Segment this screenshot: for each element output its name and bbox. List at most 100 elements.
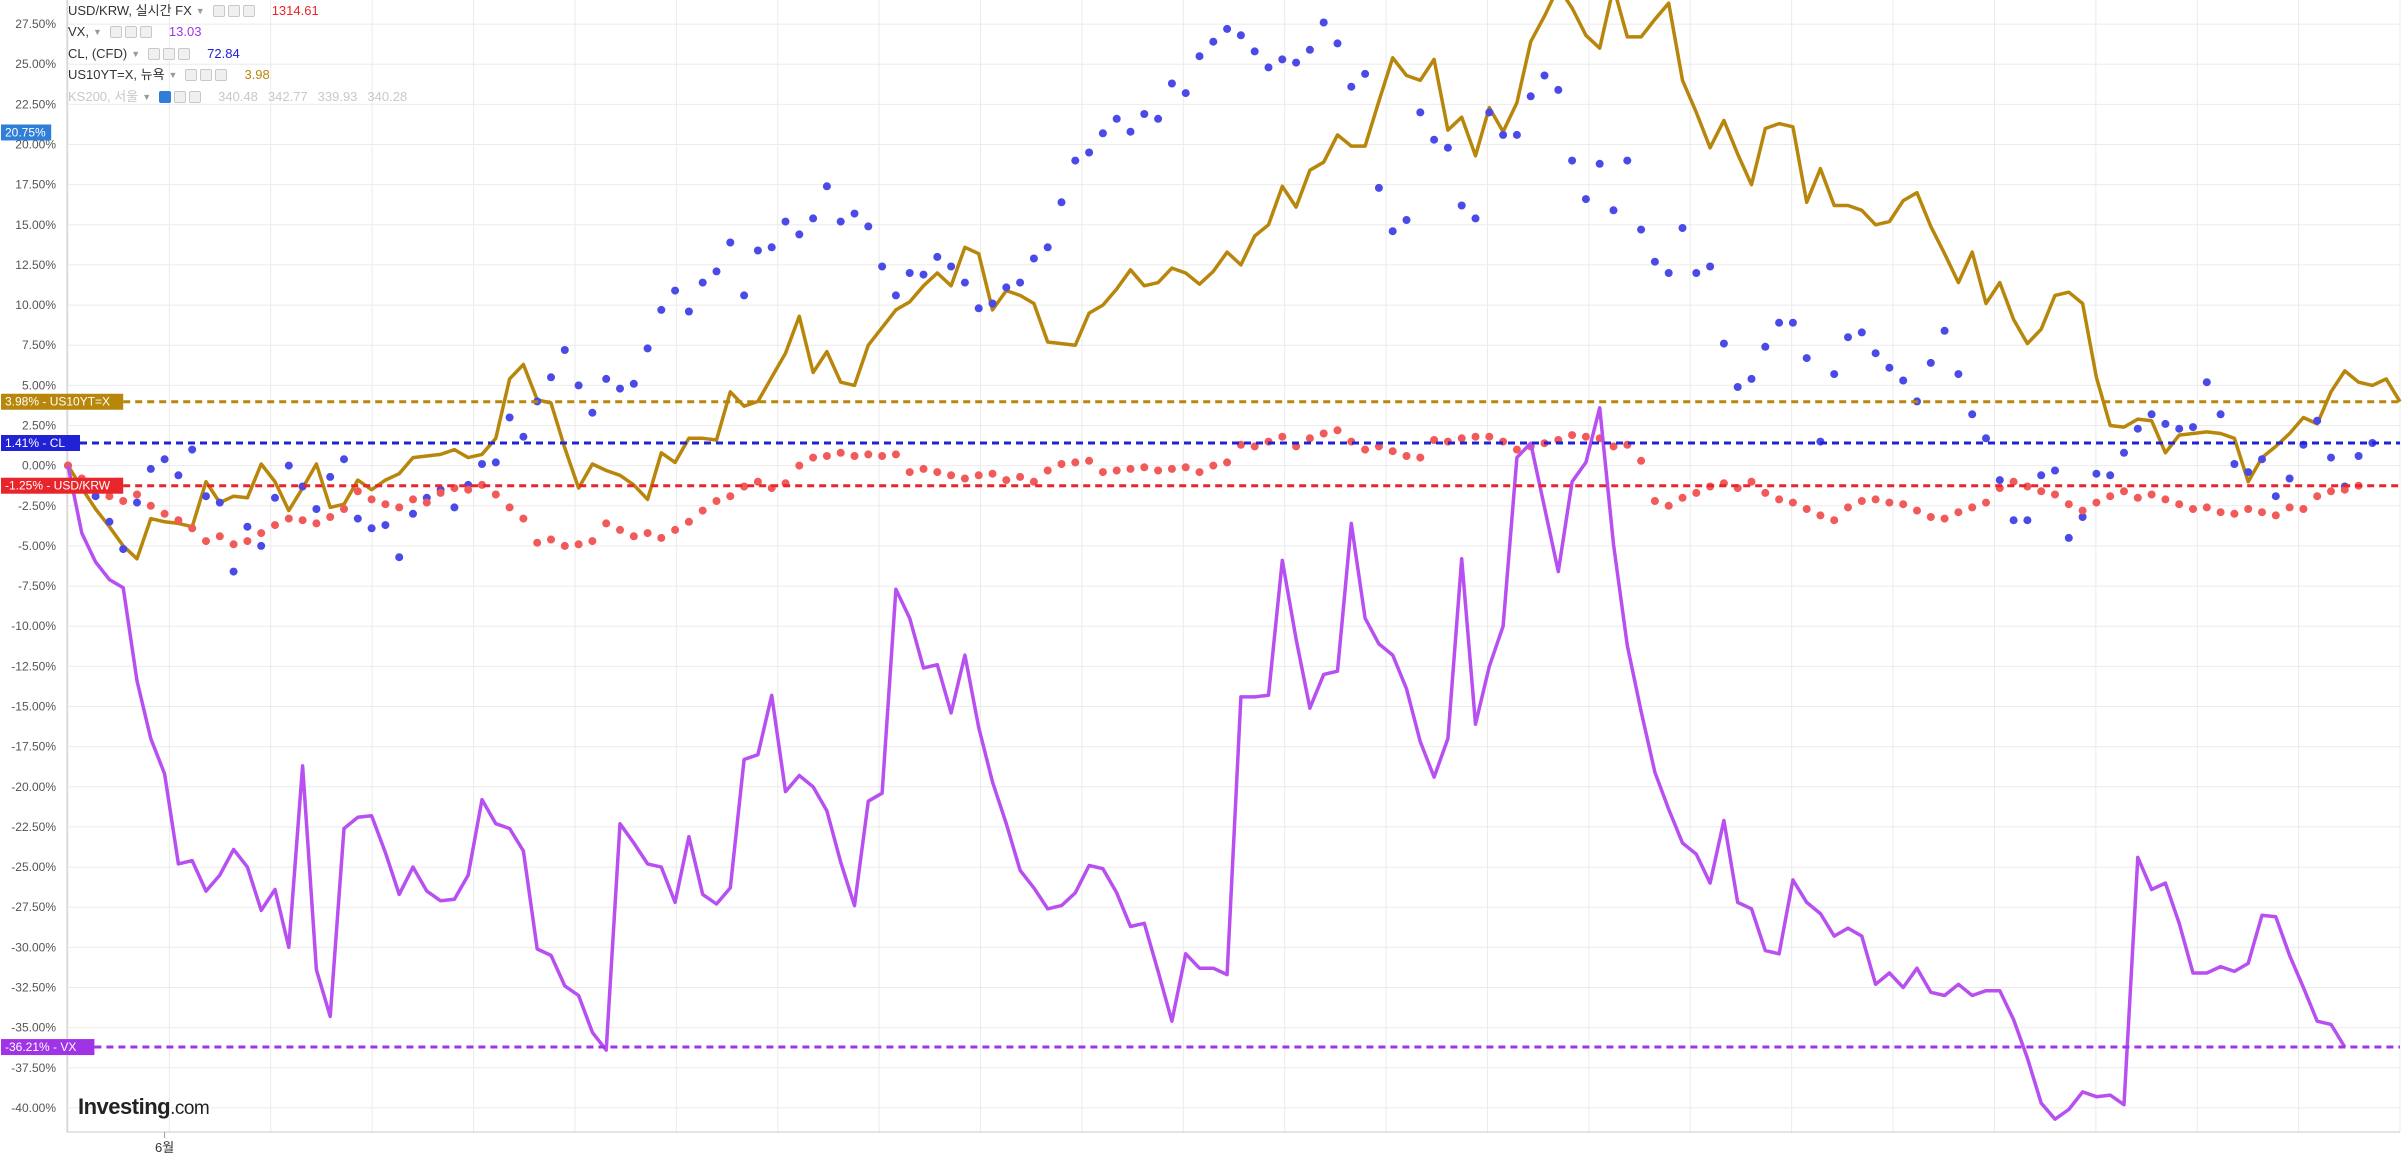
visibility-icon[interactable] — [174, 90, 187, 103]
data-point-cl — [574, 381, 583, 390]
data-point-cl — [1885, 363, 1894, 372]
data-point-usd-krw — [2175, 500, 2184, 509]
data-point-cl — [202, 492, 210, 501]
data-point-cl — [1140, 110, 1149, 118]
data-point-cl — [243, 522, 252, 531]
y-tick-label: -15.00% — [11, 699, 56, 713]
chevron-down-icon[interactable]: ▼ — [131, 48, 141, 59]
legend-row-ks200[interactable]: KS200, 서울 ▼ 340.48 342.77 339.93 340.28 — [68, 86, 417, 108]
settings-icon[interactable] — [109, 26, 122, 39]
y-tick-label: 10.00% — [15, 298, 56, 312]
data-point-usd-krw — [2216, 508, 2225, 517]
data-point-cl — [1733, 383, 1742, 391]
visibility-icon[interactable] — [200, 69, 213, 82]
badge-box — [1, 435, 80, 452]
data-point-usd-krw — [202, 537, 210, 546]
data-point-usd-krw — [1112, 466, 1121, 475]
legend-row-vx[interactable]: VX, ▼ 13.03 — [68, 22, 417, 44]
settings-icon[interactable] — [212, 4, 225, 17]
legend-row-us10yt[interactable]: US10YT=X, 뉴욕 ▼ 3.98 — [68, 65, 417, 87]
chevron-down-icon[interactable]: ▼ — [168, 70, 178, 81]
data-point-cl — [312, 505, 321, 513]
data-point-cl — [1388, 227, 1397, 236]
data-point-cl — [1926, 358, 1935, 367]
data-point-cl — [767, 243, 776, 252]
data-point-cl — [326, 472, 335, 481]
data-point-cl — [450, 503, 459, 512]
data-point-cl — [2023, 516, 2032, 525]
data-point-cl — [1623, 156, 1632, 165]
data-point-usd-krw — [1098, 468, 1107, 477]
data-point-cl — [2147, 410, 2156, 419]
data-point-cl — [105, 517, 114, 526]
data-point-cl — [519, 432, 528, 441]
y-tick-label: 17.50% — [15, 178, 56, 192]
visibility-icon[interactable] — [124, 26, 137, 39]
data-point-cl — [2175, 424, 2184, 433]
close-icon[interactable] — [189, 90, 202, 103]
data-point-cl — [960, 278, 969, 287]
data-point-cl — [2051, 466, 2059, 475]
legend-value: 72.84 — [207, 45, 240, 61]
data-point-cl — [1236, 31, 1245, 40]
series-cl — [64, 18, 2377, 576]
data-point-usd-krw — [436, 488, 445, 497]
data-point-usd-krw — [1057, 460, 1066, 468]
data-point-cl — [491, 458, 500, 467]
data-point-usd-krw — [2258, 508, 2266, 517]
data-point-cl — [836, 217, 845, 226]
data-point-usd-krw — [891, 450, 900, 459]
badge-label: -1.25% - USD/KRW — [5, 479, 111, 493]
data-point-usd-krw — [933, 468, 942, 477]
data-point-usd-krw — [2244, 505, 2253, 513]
data-point-cl — [616, 384, 624, 393]
data-point-cl — [850, 209, 859, 218]
data-point-cl — [1747, 374, 1756, 383]
data-point-cl — [1333, 39, 1342, 48]
data-point-usd-krw — [1982, 498, 1990, 507]
data-point-cl — [284, 461, 293, 470]
data-point-usd-krw — [1278, 432, 1287, 441]
data-point-usd-krw — [905, 468, 914, 477]
chevron-down-icon[interactable]: ▼ — [195, 5, 205, 16]
data-point-cl — [1278, 55, 1287, 64]
data-point-cl — [726, 238, 735, 247]
data-point-cl — [2161, 419, 2170, 428]
data-point-usd-krw — [795, 461, 804, 470]
close-icon[interactable] — [215, 69, 228, 82]
data-point-cl — [2230, 460, 2239, 468]
close-icon[interactable] — [139, 26, 152, 39]
data-point-cl — [215, 498, 224, 507]
chevron-down-icon[interactable]: ▼ — [92, 27, 102, 38]
data-point-cl — [753, 246, 762, 255]
settings-icon[interactable] — [185, 69, 198, 82]
close-icon[interactable] — [242, 4, 255, 17]
data-point-usd-krw — [1899, 500, 1908, 509]
data-point-usd-krw — [119, 497, 128, 505]
data-point-cl — [2064, 533, 2073, 542]
visibility-icon[interactable] — [227, 4, 240, 17]
chevron-down-icon[interactable]: ▼ — [142, 91, 152, 102]
close-icon[interactable] — [178, 47, 191, 60]
data-point-cl — [1374, 183, 1383, 192]
badge-box — [1, 477, 124, 494]
legend-row-cl[interactable]: CL, (CFD) ▼ 72.84 — [68, 43, 417, 65]
data-point-cl — [1581, 195, 1590, 204]
badge-box — [1, 1039, 95, 1056]
brand-logo[interactable]: Investing.com — [78, 1094, 210, 1120]
data-point-usd-krw — [1926, 513, 1935, 521]
data-point-usd-krw — [1637, 456, 1646, 465]
data-point-usd-krw — [2161, 495, 2170, 504]
data-point-cl — [2354, 452, 2363, 460]
settings-icon[interactable] — [148, 47, 161, 60]
data-point-cl — [919, 270, 928, 279]
y-tick-label: 27.50% — [15, 17, 56, 31]
settings-icon[interactable] — [159, 90, 172, 103]
data-point-usd-krw — [1885, 498, 1894, 507]
legend-row-usdkrw[interactable]: USD/KRW, 실시간 FX ▼ 1314.61 — [68, 0, 417, 22]
visibility-icon[interactable] — [163, 47, 176, 60]
y-tick-label: -20.00% — [11, 780, 56, 794]
data-point-usd-krw — [1692, 488, 1701, 497]
data-point-cl — [133, 498, 141, 507]
